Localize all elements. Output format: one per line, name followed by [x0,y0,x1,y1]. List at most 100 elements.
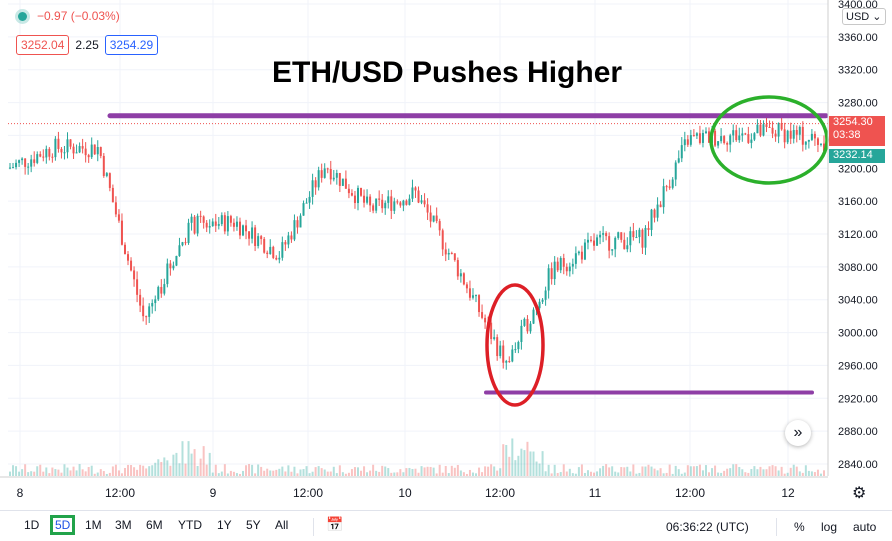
candle-body [674,162,677,180]
volume-bar [305,466,308,476]
candle-body [75,152,78,154]
x-tick-label: 8 [17,486,24,500]
candle-body [774,133,777,137]
range-3m[interactable]: 3M [115,518,132,532]
candle-body [287,235,290,245]
candle-body [363,195,366,203]
candle-body [275,257,278,260]
candle-body [332,177,335,180]
candle-body [18,160,21,163]
candle-body [151,303,154,307]
volume-bar [813,472,816,476]
log-toggle[interactable]: log [821,520,838,534]
volume-bar [423,467,426,476]
volume-bar [450,465,453,476]
volume-bar [18,471,21,476]
scroll-to-realtime-button[interactable]: » [785,420,811,446]
candle-body [432,215,435,222]
volume-bar [75,470,78,476]
volume-bar [263,470,266,476]
gear-icon[interactable]: ⚙ [852,485,867,502]
candle-body [317,170,320,188]
volume-bar [266,468,269,476]
candle-body [311,180,314,197]
volume-bar [278,468,281,476]
candle-body [69,139,72,147]
volume-bar [117,470,120,476]
x-tick-label: 11 [589,486,602,500]
volume-bar [520,448,523,476]
candle-body [399,202,402,206]
candle-body [656,204,659,218]
candle-body [384,202,387,209]
calendar-icon[interactable]: 📅 [326,516,344,532]
candle-body [123,244,126,255]
candle-body [30,159,33,167]
candle-body [133,270,136,280]
range-5y[interactable]: 5Y [246,518,261,532]
candle-body [499,345,502,357]
price-axis: 3400.003360.003320.003280.003240.003200.… [838,0,878,471]
volume-bar [405,468,408,476]
volume-bar [308,473,311,476]
percent-toggle[interactable]: % [794,520,805,534]
candle-body [502,345,505,363]
candle-body [387,196,390,203]
candle-body [541,299,544,302]
last-price-value: 3254.30 [833,116,873,128]
range-all[interactable]: All [275,518,289,532]
auto-toggle[interactable]: auto [853,520,877,534]
candle-body [638,229,641,238]
green-circle-annotation [709,95,829,185]
candle-body [550,268,553,280]
range-1m[interactable]: 1M [85,518,102,532]
volume-bar [571,473,574,476]
volume-bar [593,472,596,476]
volume-bar [459,470,462,476]
volume-bar [145,468,148,476]
currency-select[interactable]: USD ⌄ [842,8,886,25]
candle-body [523,318,526,326]
candle-body [235,221,238,227]
volume-bar [335,473,338,476]
range-ytd[interactable]: YTD [178,518,202,532]
volume-bar [429,466,432,476]
candle-body [686,139,689,145]
volume-bar [317,466,320,476]
candle-body [290,235,293,240]
y-tick-label: 2960.00 [838,360,878,372]
volume-bar [190,453,193,476]
candle-body [520,325,523,342]
volume-bar [323,469,326,476]
volume-bar [541,451,544,476]
volume-bar [33,471,36,476]
volume-bar [326,471,329,476]
x-tick-label: 10 [398,486,412,500]
candle-body [435,215,438,222]
volume-bar [214,464,217,476]
ask-price[interactable]: 3254.29 [104,35,159,55]
candle-body [248,231,251,239]
volume-bar [502,444,505,476]
range-1d[interactable]: 1D [24,518,40,532]
bid-price[interactable]: 3252.04 [16,35,70,55]
candle-body [45,148,48,158]
volume-bar [777,470,780,476]
utc-clock[interactable]: 06:36:22 (UTC) [666,520,749,534]
range-5d[interactable]: 5D [49,515,76,535]
candle-body [668,186,671,188]
volume-bar [714,465,717,476]
candle-body [350,193,353,196]
chart-headline: ETH/USD Pushes Higher [272,56,623,89]
candle-body [108,173,111,188]
candle-body [586,239,589,243]
candle-body [338,173,341,186]
price-chart[interactable]: 3400.003360.003320.003280.003240.003200.… [0,0,892,510]
volume-bar [375,470,378,476]
candle-body [532,309,535,324]
range-6m[interactable]: 6M [146,518,163,532]
volume-bar [783,473,786,476]
candle-body [193,216,196,234]
range-1y[interactable]: 1Y [217,518,232,532]
volume-bar [807,470,810,476]
